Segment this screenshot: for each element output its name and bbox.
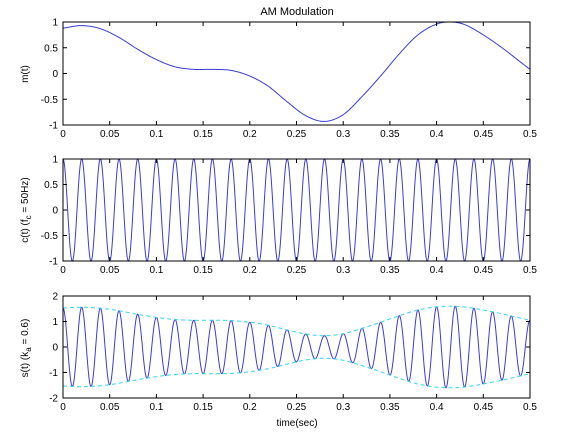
figure-title: AM Modulation [260,6,333,18]
carrier-signal-line [62,158,531,262]
x-tick-label: 0.15 [193,265,213,276]
carrier-ylabel: c(t) (fc = 50Hz) [20,177,33,242]
y-tick-label: 0 [52,69,58,80]
x-tick-label: 0.15 [193,402,213,413]
y-tick-label: 0 [52,206,58,217]
x-tick-label: 0.25 [287,265,307,276]
x-tick-label: 0.3 [336,265,350,276]
upper-envelope-line [62,305,531,337]
x-tick-label: 0.05 [100,265,120,276]
modulated-ylabel: s(t) (ka = 0.6) [20,319,33,378]
carrier-axis-ticks: 0 0.05 0.1 0.15 0.2 0.25 0.3 0.35 0.4 0.45 0.5 -1 -0… [41,155,538,277]
x-tick-label: 0.45 [474,129,494,140]
time-xlabel: time(sec) [276,418,317,429]
message-signal-line [62,21,531,122]
x-tick-label: 0.5 [523,265,537,276]
x-tick-label: 0.1 [149,402,163,413]
y-tick-label: -0.5 [41,231,59,242]
x-tick-label: 0.45 [474,265,494,276]
message-ylabel: m(t) [20,65,31,83]
modulated-signal-series [62,305,531,389]
x-tick-label: 0.5 [523,129,537,140]
x-tick-label: 0.3 [336,402,350,413]
x-tick-label: 0 [60,129,66,140]
message-signal-series [62,21,531,122]
modulated-axis-ticks: 0 0.05 0.1 0.15 0.2 0.25 0.3 0.35 0.4 0.45 0.5 -2 -1… [49,292,537,414]
modulated-signal-panel: s(t) (ka = 0.6) 0 0.05 0.1 0.15 0.2 0.25 0.3 0.… [20,292,537,430]
x-tick-label: 0.1 [149,129,163,140]
x-tick-label: 0.5 [523,402,537,413]
x-tick-label: 0.05 [100,402,120,413]
y-tick-label: 1 [52,18,58,29]
message-signal-panel: AM Modulation m(t) 0 0.05 0.1 0.15 0.2 0.25 0.… [20,6,537,140]
lower-envelope-line [62,357,531,389]
y-tick-label: 0 [52,343,58,354]
y-tick-label: -1 [49,257,58,268]
y-tick-label: 0.5 [44,180,58,191]
x-tick-label: 0.25 [287,129,307,140]
x-tick-label: 0.45 [474,402,494,413]
x-tick-label: 0.3 [336,129,350,140]
x-tick-label: 0.2 [243,402,257,413]
x-tick-label: 0.1 [149,265,163,276]
y-tick-label: -2 [49,394,58,405]
y-tick-label: 2 [52,292,58,303]
x-tick-label: 0.25 [287,402,307,413]
x-tick-label: 0.05 [100,129,120,140]
y-tick-label: 1 [52,155,58,166]
x-tick-label: 0.15 [193,129,213,140]
x-tick-label: 0.35 [380,129,400,140]
carrier-signal-series [62,158,531,262]
x-tick-label: 0.35 [380,265,400,276]
x-tick-label: 0 [60,265,66,276]
x-tick-label: 0 [60,402,66,413]
y-tick-label: -1 [49,121,58,132]
x-tick-label: 0.35 [380,402,400,413]
x-tick-label: 0.4 [430,265,444,276]
y-tick-label: -0.5 [41,95,59,106]
x-tick-label: 0.4 [430,129,444,140]
message-axis-ticks: 0 0.05 0.1 0.15 0.2 0.25 0.3 0.35 0.4 0.45 0.5 -1 -0… [41,18,538,141]
x-tick-label: 0.4 [430,402,444,413]
modulated-signal-line [62,305,531,389]
x-tick-label: 0.2 [243,129,257,140]
y-tick-label: 1 [52,317,58,328]
carrier-signal-panel: c(t) (fc = 50Hz) 0 0.05 0.1 0.15 0.2 0.25 0.3 0… [20,155,537,277]
x-tick-label: 0.2 [243,265,257,276]
y-tick-label: -1 [49,368,58,379]
y-tick-label: 0.5 [44,43,58,54]
